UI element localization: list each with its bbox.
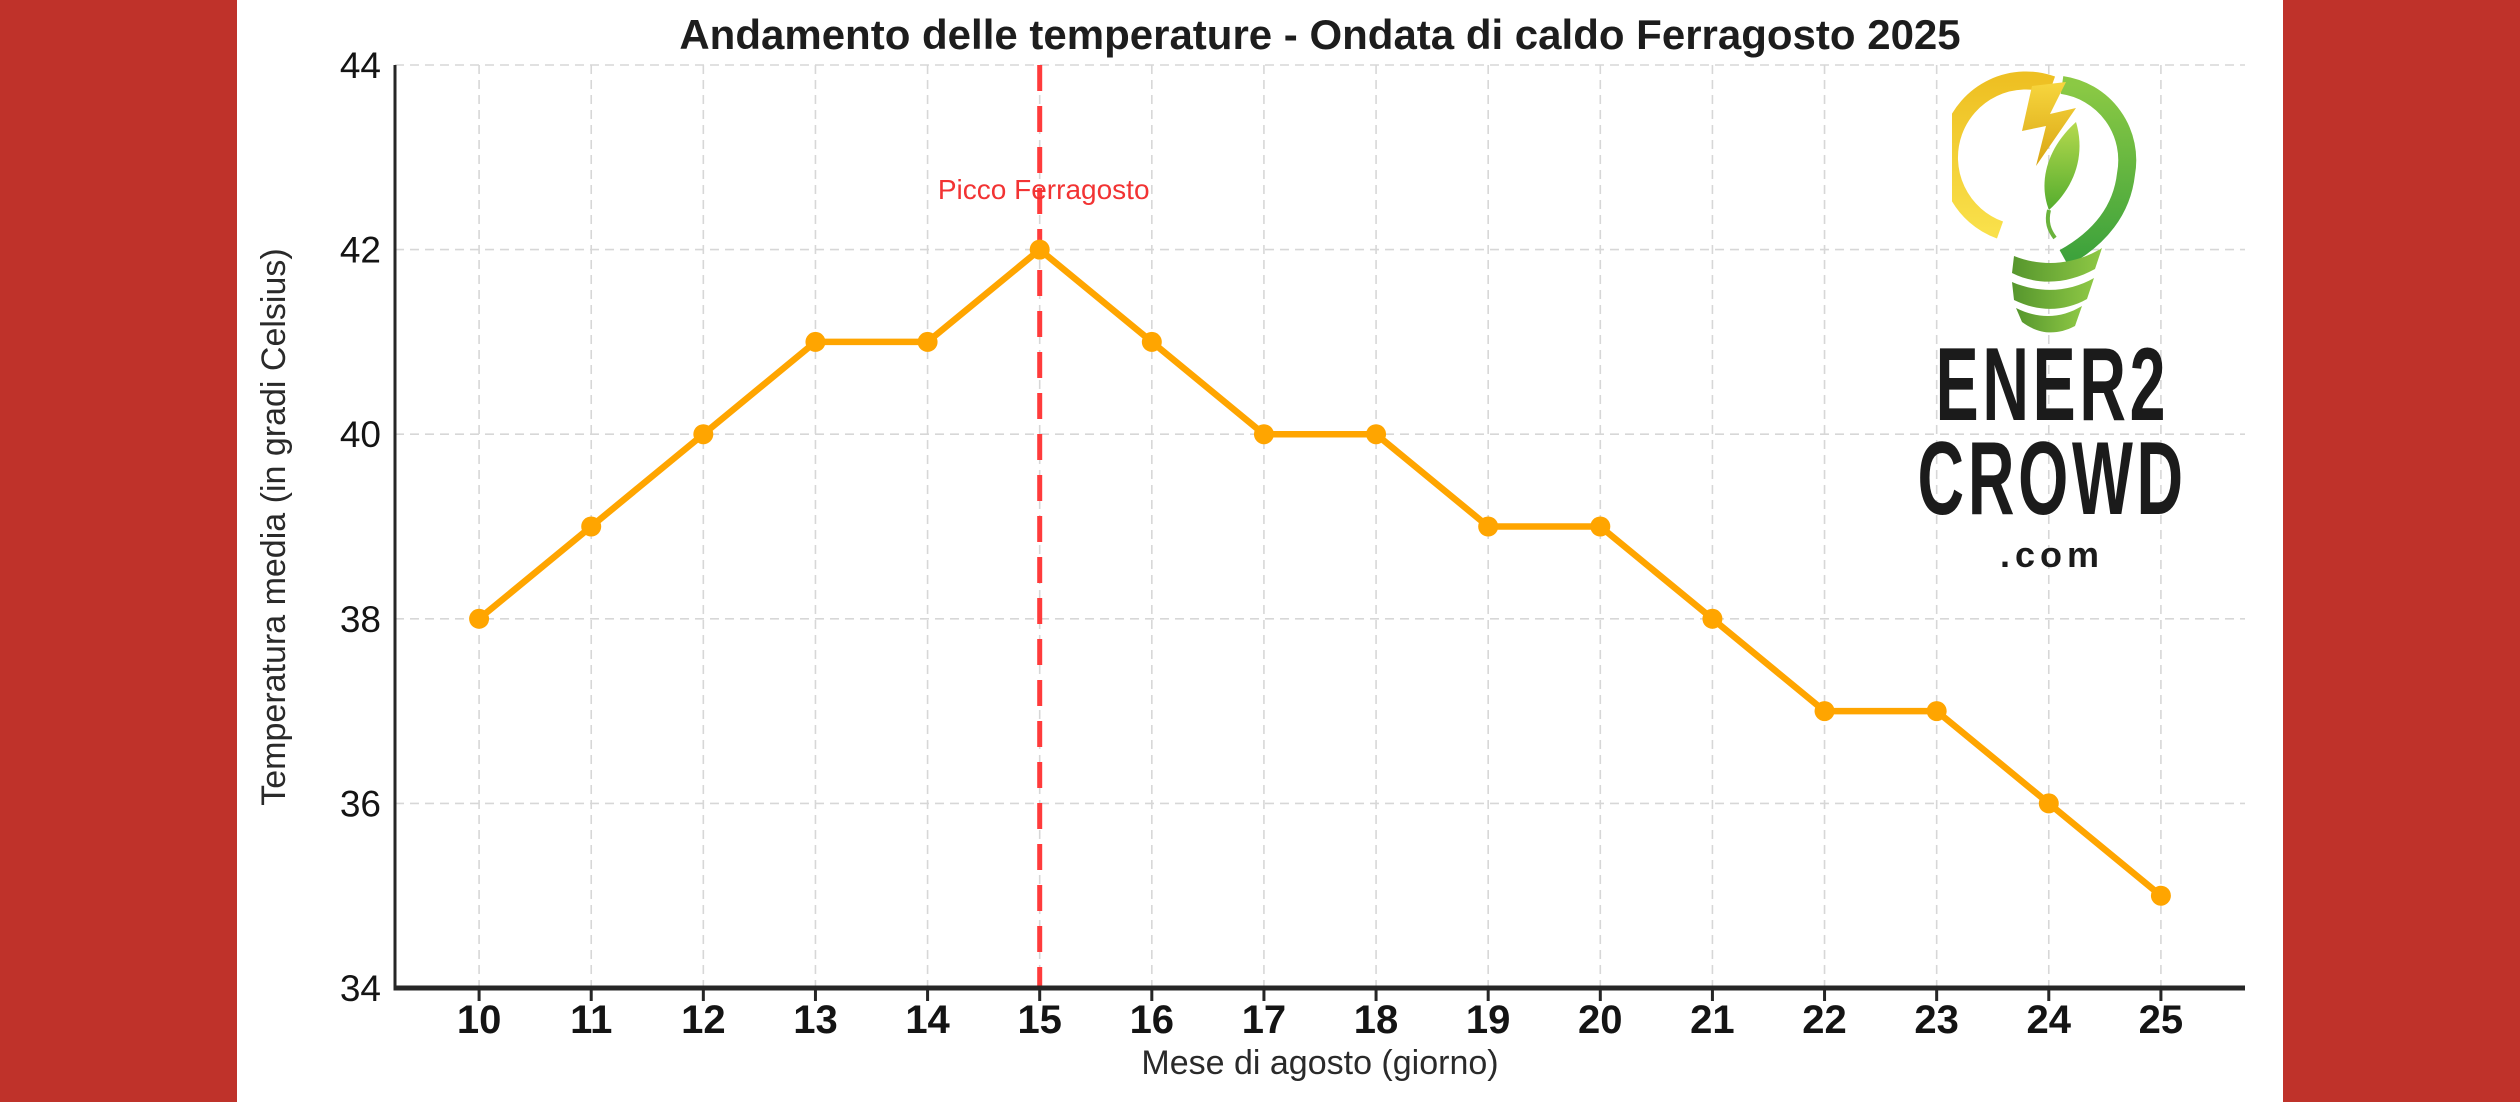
svg-text:20: 20	[1578, 998, 1623, 1042]
grid-lines	[395, 64, 2245, 989]
svg-text:38: 38	[340, 599, 381, 640]
svg-text:25: 25	[2139, 998, 2184, 1042]
svg-text:10: 10	[457, 998, 502, 1042]
logo-text-line1: ENER2	[1935, 326, 2169, 443]
leaf-icon	[2044, 122, 2080, 210]
svg-text:40: 40	[340, 414, 381, 455]
svg-text:15: 15	[1017, 998, 1062, 1042]
right-red-band	[2283, 0, 2520, 1102]
svg-text:21: 21	[1690, 998, 1735, 1042]
svg-text:11: 11	[570, 998, 612, 1042]
svg-text:23: 23	[1914, 998, 1959, 1042]
svg-text:13: 13	[793, 998, 838, 1042]
axis-ticks-and-labels: 10 11 12 13 14 15 16 17 18 19 20 21 22 23 24 25 34 36 38 40…	[340, 45, 2183, 1042]
x-axis-title: Mese di agosto (giorno)	[1141, 1044, 1498, 1082]
svg-text:36: 36	[340, 783, 381, 824]
bulb-base-stripe	[2012, 278, 2094, 309]
bulb-green-arc	[2059, 76, 2137, 266]
svg-text:12: 12	[681, 998, 726, 1042]
svg-text:19: 19	[1466, 998, 1511, 1042]
peak-annotation-label: Picco Ferragosto	[938, 174, 1150, 205]
svg-text:44: 44	[340, 45, 381, 86]
series-point-markers	[469, 239, 2171, 906]
bulb-yellow-arc	[1952, 71, 2056, 239]
svg-text:17: 17	[1242, 998, 1287, 1042]
bulb-base-stripe	[2016, 306, 2082, 333]
ener2crowd-logo: ENER2 CROWD .com	[1902, 70, 2202, 576]
logo-bulb-leaf-icon	[1952, 71, 2137, 333]
logo-text-line2: CROWD	[1917, 420, 2187, 537]
left-red-band	[0, 0, 237, 1102]
y-axis-title: Temperatura media (in gradi Celsius)	[255, 248, 293, 805]
chart-title: Andamento delle temperature - Ondata di …	[679, 11, 1960, 58]
svg-text:14: 14	[905, 998, 950, 1042]
svg-text:24: 24	[2027, 998, 2072, 1042]
svg-text:34: 34	[340, 968, 381, 1009]
svg-text:42: 42	[340, 230, 381, 271]
svg-text:16: 16	[1130, 998, 1175, 1042]
svg-text:22: 22	[1802, 998, 1847, 1042]
temperature-series-line	[475, 246, 2165, 899]
lightning-bolt-icon	[2022, 82, 2076, 166]
logo-text-domain: .com	[1999, 534, 2105, 575]
bulb-base-stripe	[2012, 248, 2102, 282]
svg-text:18: 18	[1354, 998, 1399, 1042]
leaf-stem	[2045, 209, 2057, 240]
